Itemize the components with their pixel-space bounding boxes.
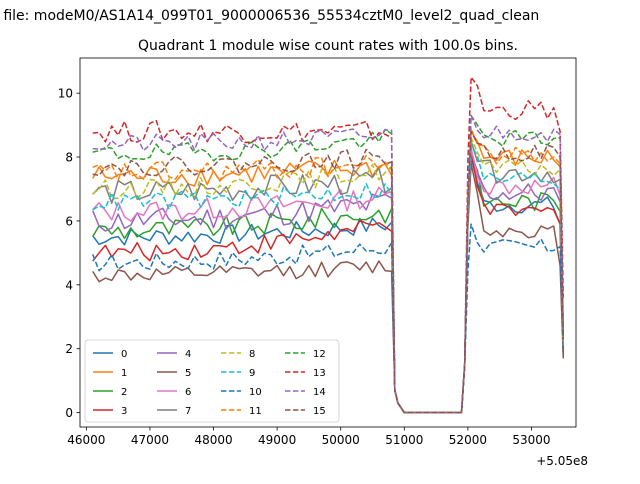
plot-layer xyxy=(92,76,565,414)
series-line-15 xyxy=(92,130,565,414)
legend-label-3: 3 xyxy=(121,406,127,417)
series-line-10 xyxy=(92,223,565,414)
series-line-13 xyxy=(92,76,565,414)
series-line-0 xyxy=(92,156,565,414)
x-tick-label: 50000 xyxy=(322,433,360,447)
legend-label-10: 10 xyxy=(249,387,262,398)
legend-label-11: 11 xyxy=(249,406,262,417)
series-line-11 xyxy=(92,127,565,414)
y-tick-label: 0 xyxy=(65,406,73,420)
x-tick-label: 47000 xyxy=(131,433,169,447)
chart-title: Quadrant 1 module wise count rates with … xyxy=(138,38,518,54)
figure-suptitle: n file: modeM0/AS1A14_099T01_9000006536_… xyxy=(0,8,539,24)
axes-frame xyxy=(79,57,577,428)
legend-label-0: 0 xyxy=(121,349,127,360)
series-line-4 xyxy=(92,149,565,414)
legend-label-13: 13 xyxy=(313,368,326,379)
legend-label-5: 5 xyxy=(185,368,191,379)
legend-label-4: 4 xyxy=(185,349,191,360)
series-line-5 xyxy=(92,162,565,414)
series-line-8 xyxy=(92,137,565,414)
series-line-6 xyxy=(92,146,565,414)
x-tick-label: 49000 xyxy=(258,433,296,447)
x-offset-label: +5.05e8 xyxy=(536,454,588,468)
x-tick-label: 52000 xyxy=(449,433,487,447)
legend-label-6: 6 xyxy=(185,387,191,398)
legend-label-8: 8 xyxy=(249,349,255,360)
y-tick-label: 2 xyxy=(65,342,73,356)
series-line-14 xyxy=(92,114,565,414)
series-line-9 xyxy=(92,143,565,414)
legend-label-9: 9 xyxy=(249,368,255,379)
legend-label-1: 1 xyxy=(121,368,127,379)
y-tick-label: 8 xyxy=(65,151,73,165)
legend-frame xyxy=(84,339,340,423)
y-tick-label: 10 xyxy=(58,87,73,101)
x-tick-label: 46000 xyxy=(67,433,105,447)
legend-label-2: 2 xyxy=(121,387,127,398)
series-line-3 xyxy=(92,149,565,414)
y-tick-label: 6 xyxy=(65,214,73,228)
legend-label-7: 7 xyxy=(185,406,191,417)
x-tick-label: 51000 xyxy=(385,433,423,447)
legend-label-14: 14 xyxy=(313,387,326,398)
legend-label-12: 12 xyxy=(313,349,326,360)
axes-layer: 46000 47000 48000 49000 50000 51000 52000 53000… xyxy=(58,57,588,468)
x-tick-label: 48000 xyxy=(194,433,232,447)
y-tick-label: 4 xyxy=(65,278,73,292)
series-line-1 xyxy=(92,130,565,414)
legend-label-15: 15 xyxy=(313,406,326,417)
series-group xyxy=(92,76,565,414)
x-tick-label: 53000 xyxy=(512,433,550,447)
